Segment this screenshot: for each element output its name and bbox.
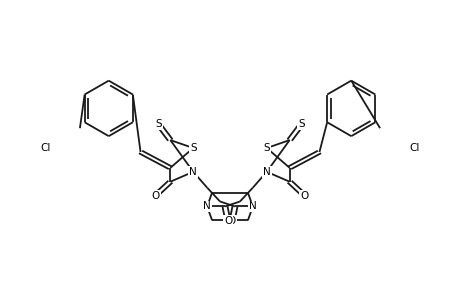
Text: S: S [263,143,269,153]
Text: Cl: Cl [40,143,50,153]
Text: S: S [297,119,304,129]
Text: N: N [248,202,256,212]
Text: N: N [203,202,211,212]
Text: O: O [300,190,308,201]
Text: O: O [227,216,235,226]
Text: O: O [224,216,232,226]
Text: N: N [263,167,270,177]
Text: O: O [151,190,159,201]
Text: N: N [189,167,196,177]
Text: Cl: Cl [409,143,419,153]
Text: S: S [190,143,196,153]
Text: S: S [155,119,162,129]
